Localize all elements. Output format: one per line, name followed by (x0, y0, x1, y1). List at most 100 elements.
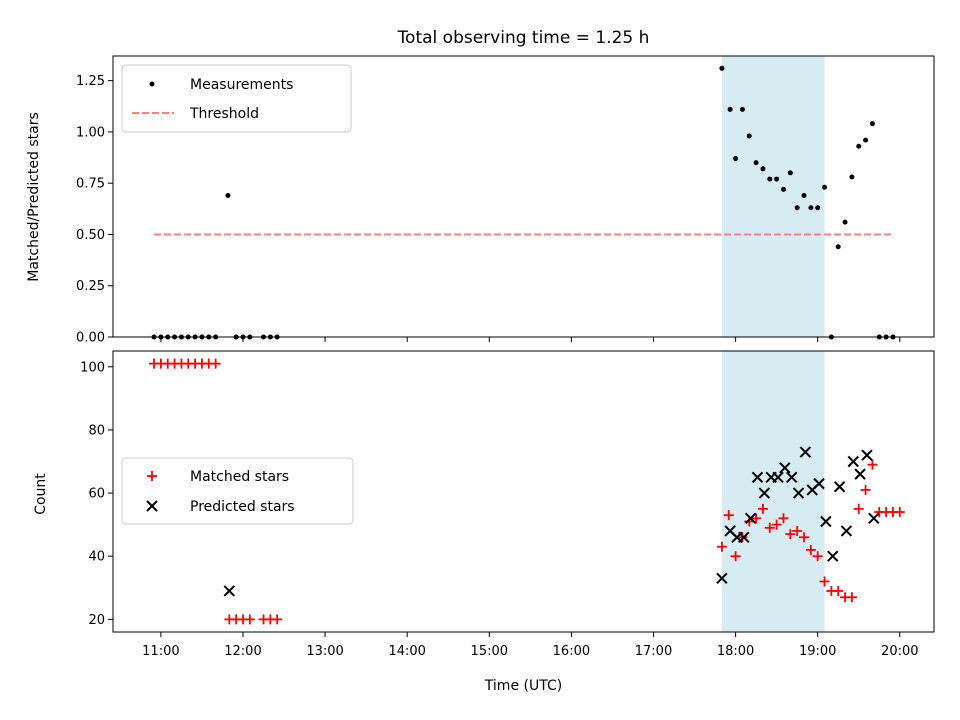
matched-star-point (716, 541, 727, 552)
x-tick-label: 20:00 (881, 644, 918, 659)
predicted-star-point (868, 512, 880, 525)
matched-star-point (799, 532, 810, 543)
legend-top: Measurements Threshold (121, 64, 352, 133)
measurement-point (739, 106, 745, 112)
y-tick-label-bottom: 60 (88, 487, 105, 502)
matched-star-point (244, 614, 255, 625)
predicted-star-point (840, 525, 853, 537)
y-tick-label-bottom: 20 (88, 613, 105, 628)
measurement-point (808, 205, 814, 211)
observing-span-bottom (721, 351, 825, 632)
matched-star-point (764, 522, 775, 533)
y-tick-label-top: 0.50 (76, 228, 105, 243)
measurement-point (869, 121, 875, 127)
y-tick-label-top: 1.00 (76, 125, 105, 140)
legend-label-measurements: Measurements (190, 77, 293, 93)
y-tick-label-top: 0.25 (76, 279, 105, 294)
predicted-star-point (758, 487, 771, 499)
matched-star-point (805, 544, 816, 555)
measurement-point (835, 244, 841, 250)
matched-star-point (723, 510, 734, 521)
legend-label-threshold: Threshold (189, 106, 259, 122)
axes-frame-top (112, 55, 935, 338)
y-axis-label-bottom: Count (33, 473, 49, 515)
matched-star-point (785, 529, 796, 540)
measurement-point (753, 160, 759, 166)
measurement-point (774, 176, 780, 182)
matched-star-point (853, 503, 864, 514)
axes-frame-bottom (112, 350, 935, 633)
legend-label-matched: Matched stars (190, 469, 289, 485)
x-tick-label: 15:00 (471, 644, 508, 659)
legend-label-predicted: Predicted stars (190, 499, 295, 515)
x-tick-label: 18:00 (717, 644, 754, 659)
measurement-point (719, 65, 725, 71)
measurement-point (787, 170, 793, 176)
matched-star-point (812, 551, 823, 562)
x-tick-label: 16:00 (553, 644, 590, 659)
measurement-point (746, 133, 752, 139)
measurement-point (760, 166, 766, 172)
matched-star-point (730, 551, 741, 562)
measurement-point (801, 192, 807, 198)
measurement-point (780, 186, 786, 192)
predicted-star-point (751, 471, 764, 483)
legend-marker-matched (147, 471, 157, 481)
x-tick-label: 11:00 (142, 644, 179, 659)
matched-star-point (272, 614, 283, 625)
chart-title: Total observing time = 1.25 h (397, 28, 650, 48)
y-tick-label-bottom: 80 (88, 423, 105, 438)
predicted-star-point (744, 512, 757, 525)
matched-star-point (757, 503, 768, 514)
matched-star-point (751, 513, 762, 524)
panel-ratio: 0.00 0.25 0.50 0.75 1.00 1.25 Matched/Predict… (26, 55, 935, 346)
x-axis-label: Time (UTC) (484, 678, 562, 694)
matched-star-point (792, 525, 803, 536)
predicted-star-point (820, 515, 832, 528)
y-tick-label-bottom: 100 (80, 360, 105, 375)
x-tick-label: 12:00 (224, 644, 261, 659)
matched-star-point (771, 519, 782, 530)
predicted-star-point (792, 487, 805, 499)
measurement-point (842, 219, 848, 225)
matched-star-point (894, 507, 905, 518)
y-axis-label-top: Matched/Predicted stars (26, 112, 42, 282)
y-tick-label-bottom: 40 (88, 550, 105, 565)
predicted-star-point (854, 468, 866, 480)
predicted-star-point (799, 446, 812, 458)
x-tick-label: 13:00 (306, 644, 343, 659)
y-tick-label-top: 0.00 (76, 331, 105, 346)
legend-bottom: Matched stars Predicted stars (121, 457, 354, 525)
legend-marker-predicted (146, 500, 158, 512)
x-tick-label: 17:00 (635, 644, 672, 659)
panel-counts: 20 40 60 80 100 11:00 12:00 13:00 14:00 15:00 16:… (33, 350, 935, 694)
matched-star-point (819, 576, 830, 587)
matched-star-point (860, 484, 871, 495)
legend-marker-measurements (149, 81, 155, 87)
predicted-star-point (847, 455, 859, 468)
measurement-point (794, 205, 800, 211)
predicted-star-point (785, 471, 798, 483)
predicted-star-point (738, 531, 750, 543)
predicted-star-point (861, 449, 873, 461)
measurement-point (822, 184, 828, 190)
matched-star-point (867, 459, 878, 470)
measurement-point (767, 176, 773, 182)
x-tick-label: 19:00 (799, 644, 836, 659)
measurement-point (733, 156, 739, 162)
predicted-star-point (833, 481, 846, 493)
measurement-point (849, 174, 855, 180)
predicted-star-point (813, 477, 825, 490)
predicted-star-point (779, 462, 791, 474)
measurement-point (225, 192, 231, 198)
y-tick-label-top: 1.25 (76, 74, 105, 89)
measurement-point (815, 205, 821, 211)
measurement-point (727, 106, 733, 112)
x-tick-label: 14:00 (388, 644, 425, 659)
matched-star-point (778, 513, 789, 524)
observing-span-top (721, 56, 825, 337)
measurement-point (863, 137, 869, 143)
matched-star-point (846, 592, 857, 603)
y-tick-label-top: 0.75 (76, 177, 105, 192)
